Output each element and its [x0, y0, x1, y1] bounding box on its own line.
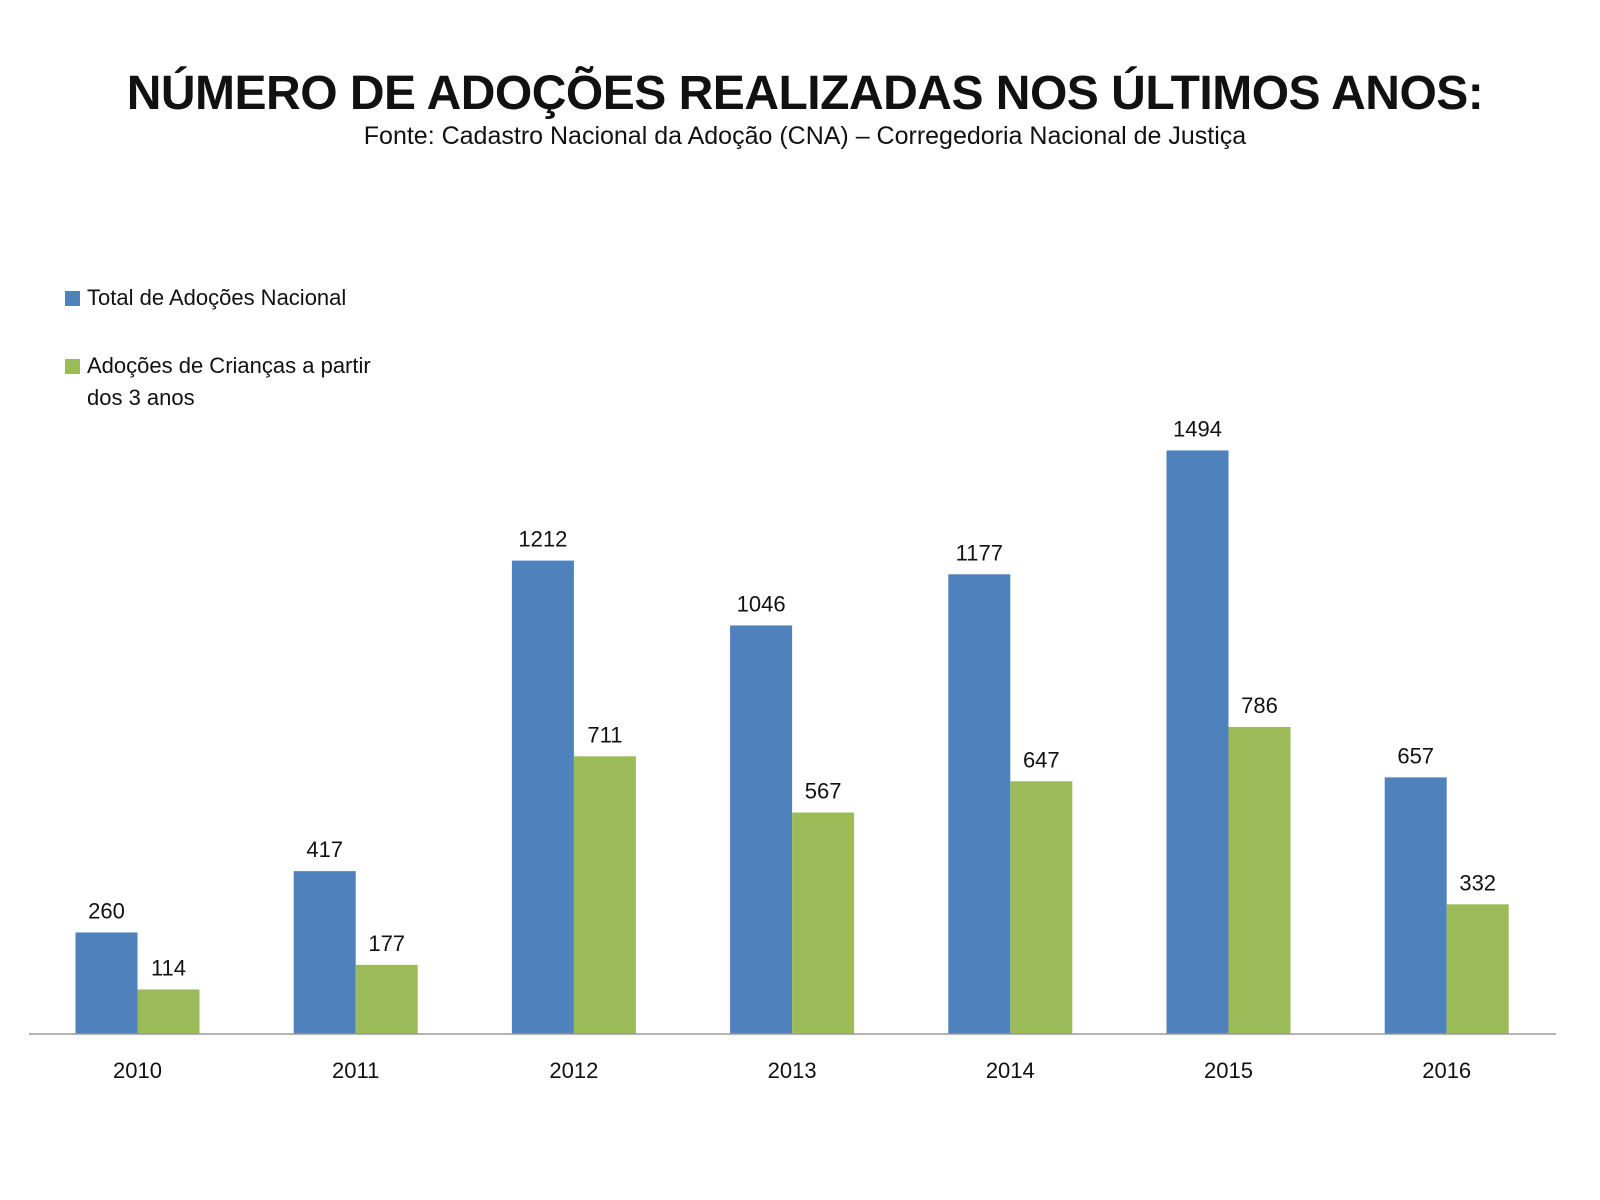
bar-total-2014 — [948, 574, 1011, 1034]
bar-children-2016 — [1446, 904, 1509, 1034]
data-label-children-2015: 786 — [1241, 693, 1278, 718]
data-label-children-2010: 114 — [151, 955, 186, 980]
legend-label-total: Total de Adoções Nacional — [87, 285, 347, 310]
x-tick-label-2014: 2014 — [986, 1058, 1035, 1083]
x-tick-label-2013: 2013 — [768, 1058, 817, 1083]
x-tick-label-2011: 2011 — [332, 1058, 379, 1083]
bar-total-2011 — [293, 871, 356, 1034]
data-label-total-2014: 1177 — [956, 540, 1003, 565]
bar-children-2015 — [1228, 726, 1291, 1034]
legend-label-children: Adoções de Crianças a partir dos 3 anos — [87, 353, 371, 410]
data-label-children-2016: 332 — [1459, 870, 1496, 895]
bar-total-2016 — [1384, 777, 1447, 1034]
data-label-total-2010: 260 — [88, 898, 125, 923]
data-label-total-2012: 1212 — [518, 527, 567, 552]
bar-total-2010 — [75, 932, 138, 1034]
data-label-children-2011: 177 — [368, 931, 405, 956]
x-tick-label-2012: 2012 — [549, 1058, 598, 1083]
bar-children-2011 — [355, 964, 418, 1034]
legend-swatch-total — [65, 291, 80, 306]
x-tick-label-2010: 2010 — [113, 1058, 162, 1083]
data-label-total-2011: 417 — [306, 837, 343, 862]
data-label-total-2015: 1494 — [1173, 416, 1222, 441]
data-label-total-2016: 657 — [1397, 743, 1434, 768]
bar-total-2012 — [511, 560, 574, 1034]
legend-item-children: Adoções de Crianças a partir dos 3 anos — [65, 350, 405, 414]
data-label-children-2013: 567 — [805, 779, 842, 804]
bar-children-2012 — [573, 756, 636, 1034]
x-tick-label-2016: 2016 — [1422, 1058, 1471, 1083]
bar-children-2013 — [792, 812, 855, 1034]
bar-children-2010 — [137, 989, 200, 1034]
data-label-children-2014: 647 — [1023, 747, 1060, 772]
data-label-total-2013: 1046 — [737, 591, 786, 616]
bar-total-2015 — [1166, 450, 1229, 1034]
x-tick-label-2015: 2015 — [1204, 1058, 1253, 1083]
legend-swatch-children — [65, 359, 80, 374]
bar-total-2013 — [730, 625, 793, 1034]
bar-children-2014 — [1010, 781, 1073, 1034]
chart-subtitle: Fonte: Cadastro Nacional da Adoção (CNA)… — [363, 122, 1247, 150]
legend-item-total: Total de Adoções Nacional — [65, 282, 405, 314]
data-label-children-2012: 711 — [587, 722, 622, 747]
chart-title: NÚMERO DE ADOÇÕES REALIZADAS NOS ÚLTIMOS… — [126, 67, 1484, 120]
legend: Total de Adoções Nacional Adoções de Cri… — [65, 282, 405, 450]
